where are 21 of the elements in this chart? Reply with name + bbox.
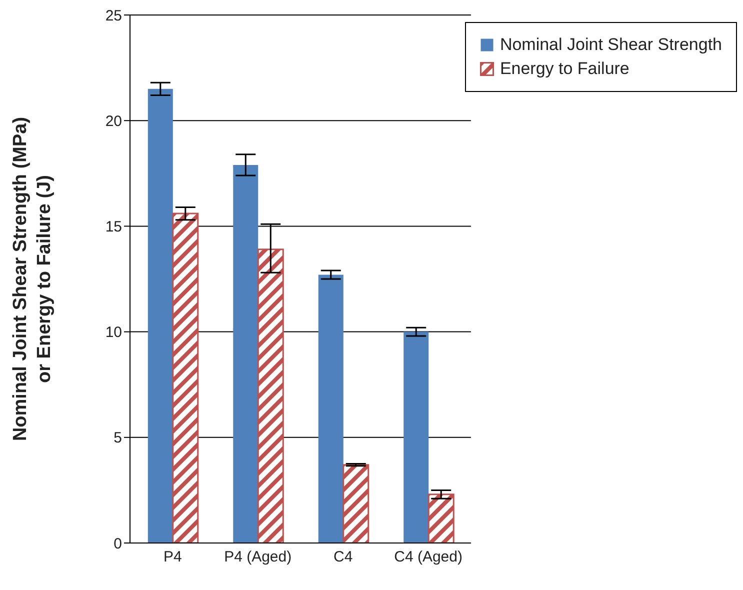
bar bbox=[172, 212, 199, 543]
x-tick-label: P4 bbox=[163, 548, 182, 566]
y-tick-label: 0 bbox=[114, 535, 122, 552]
x-tick-label: C4 bbox=[333, 548, 353, 566]
bar bbox=[257, 248, 284, 543]
legend-label: Energy to Failure bbox=[500, 59, 630, 79]
x-tick-label: P4 (Aged) bbox=[224, 548, 292, 566]
legend-label: Nominal Joint Shear Strength bbox=[500, 35, 722, 55]
y-tick-label: 20 bbox=[105, 112, 122, 130]
bar bbox=[342, 464, 370, 543]
bar bbox=[428, 494, 454, 543]
bar bbox=[233, 164, 258, 543]
y-axis-title: Nominal Joint Shear Strength (MPa) or Energy to Failure (J) bbox=[10, 116, 55, 442]
y-tick-label: 25 bbox=[105, 7, 122, 24]
y-tick-label: 10 bbox=[105, 324, 122, 342]
y-tick-label: 5 bbox=[114, 430, 122, 447]
x-tick-label: C4 (Aged) bbox=[394, 548, 463, 566]
bar bbox=[318, 274, 344, 543]
y-tick-label: 15 bbox=[105, 218, 122, 236]
bar bbox=[404, 332, 429, 543]
bar bbox=[148, 88, 173, 543]
